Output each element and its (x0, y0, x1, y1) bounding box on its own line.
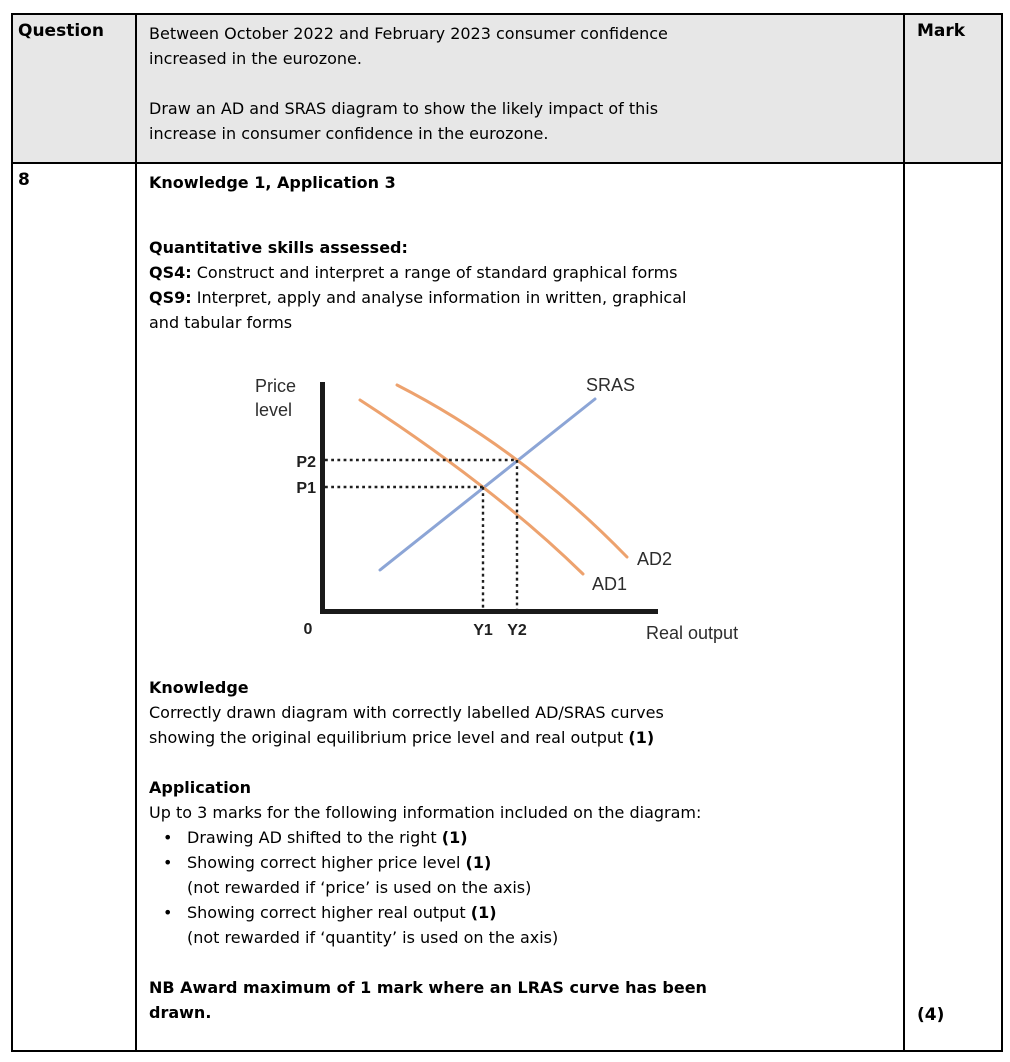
bullet-higher-output: Showing correct higher real output (1) (149, 900, 891, 925)
header-cell-question: Question (13, 15, 137, 164)
qs4-label: QS4: (149, 263, 192, 282)
question-text-line: increase in consumer confidence in the e… (149, 124, 549, 143)
application-intro: Up to 3 marks for the following informat… (149, 803, 702, 822)
bullet-mark-value: (1) (441, 828, 468, 847)
qs4-text: Construct and interpret a range of stand… (191, 263, 678, 282)
ad1-curve-label: AD1 (592, 574, 627, 594)
mark-scheme-table: Question Between October 2022 and Februa… (11, 13, 1003, 1052)
qs9-label: QS9: (149, 288, 192, 307)
knowledge-mark-value: (1) (628, 728, 655, 747)
qs4-line: QS4: Construct and interpret a range of … (149, 260, 891, 285)
bullet-text: Showing correct higher price level (187, 853, 466, 872)
nb-note-line1: NB Award maximum of 1 mark where an LRAS… (149, 978, 707, 997)
question-number-cell: 8 (13, 164, 137, 1050)
mark-column-header: Mark (917, 21, 966, 41)
bullet-ad-shift: Drawing AD shifted to the right (1) (149, 825, 891, 850)
ad2-curve (395, 383, 629, 559)
y-axis-label-line1: Price (255, 376, 296, 396)
application-bullet-list: Drawing AD shifted to the right (1) Show… (149, 825, 891, 950)
question-text-line: Between October 2022 and February 2023 c… (149, 24, 668, 43)
ad2-curve-label: AD2 (637, 549, 672, 569)
p1-axis-value: P1 (296, 480, 316, 497)
bullet-note-price-axis: (not rewarded if ‘price’ is used on the … (187, 878, 532, 897)
quantitative-skills-heading: Quantitative skills assessed: (149, 238, 408, 257)
sras-curve-label: SRAS (586, 375, 635, 395)
y1-axis-value: Y1 (473, 622, 493, 639)
qs9-line: QS9: Interpret, apply and analyse inform… (149, 285, 891, 310)
marks-breakdown-heading: Knowledge 1, Application 3 (149, 173, 396, 192)
p2-axis-value: P2 (296, 454, 316, 471)
qs9-text: Interpret, apply and analyse information… (191, 288, 687, 307)
qs9-continuation-line: and tabular forms (149, 313, 293, 332)
knowledge-text-line1: Correctly drawn diagram with correctly l… (149, 703, 664, 722)
mark-total-cell: (4) (905, 164, 1001, 1050)
bullet-higher-price: Showing correct higher price level (1) (149, 850, 891, 875)
x-axis-label: Real output (646, 623, 738, 643)
mark-scheme-content-cell: Knowledge 1, Application 3 Quantitative … (137, 164, 905, 1050)
nb-note-line2: drawn. (149, 1003, 212, 1022)
y2-axis-value: Y2 (507, 622, 527, 639)
knowledge-heading: Knowledge (149, 678, 249, 697)
bullet-mark-value: (1) (470, 903, 497, 922)
question-text-line: increased in the eurozone. (149, 49, 362, 68)
origin-label: 0 (304, 621, 313, 638)
ad-sras-diagram: Price level SRAS AD2 AD1 P2 P1 0 Y1 Y2 R… (245, 365, 790, 649)
knowledge-text: showing the original equilibrium price l… (149, 728, 629, 747)
question-text-line: Draw an AD and SRAS diagram to show the … (149, 99, 659, 118)
mark-total-value: (4) (917, 1005, 945, 1025)
application-heading: Application (149, 778, 252, 797)
question-column-header: Question (18, 21, 104, 41)
bullet-text: Showing correct higher real output (187, 903, 471, 922)
header-cell-question-text: Between October 2022 and February 2023 c… (137, 15, 905, 164)
bullet-note-quantity-axis: (not rewarded if ‘quantity’ is used on t… (187, 928, 559, 947)
question-number: 8 (18, 170, 30, 190)
header-cell-mark: Mark (905, 15, 1001, 164)
sras-curve (378, 397, 597, 572)
knowledge-text-line2: showing the original equilibrium price l… (149, 725, 891, 750)
bullet-text: Drawing AD shifted to the right (187, 828, 442, 847)
bullet-mark-value: (1) (465, 853, 492, 872)
y-axis-label-line2: level (255, 400, 292, 420)
